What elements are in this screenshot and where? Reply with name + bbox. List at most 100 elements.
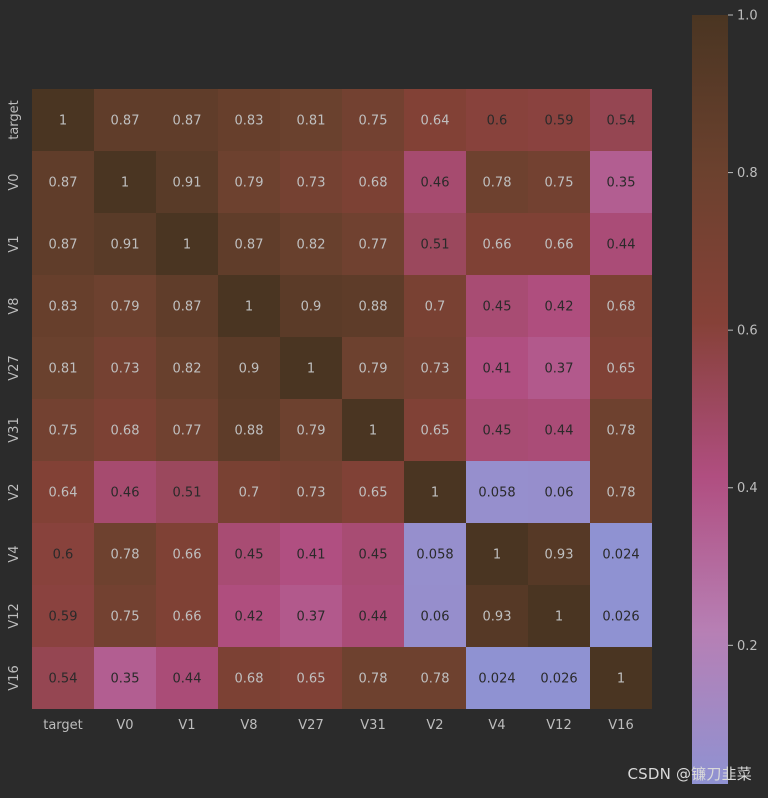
cell-value-label: 0.68 bbox=[235, 672, 264, 687]
cell-value-label: 0.44 bbox=[607, 238, 636, 253]
cell-value-label: 0.78 bbox=[483, 176, 512, 191]
cell-value-label: 1 bbox=[493, 548, 501, 563]
cell-value-label: 0.68 bbox=[359, 176, 388, 191]
cell-value-label: 0.79 bbox=[235, 176, 264, 191]
cell-value-label: 0.82 bbox=[173, 362, 202, 377]
cell-value-label: 0.66 bbox=[483, 238, 512, 253]
cell-value-label: 0.88 bbox=[359, 300, 388, 315]
cell-value-label: 0.026 bbox=[540, 672, 577, 687]
y-tick-label: V4 bbox=[7, 545, 22, 562]
x-tick-label: V2 bbox=[426, 718, 443, 733]
cell-value-label: 0.75 bbox=[49, 424, 78, 439]
cell-value-label: 0.44 bbox=[545, 424, 574, 439]
cell-value-label: 0.68 bbox=[607, 300, 636, 315]
colorbar-tick-label: 0.4 bbox=[737, 481, 758, 496]
y-tick-label: V31 bbox=[7, 417, 22, 442]
y-tick-label: V8 bbox=[7, 297, 22, 314]
cell-value-label: 0.06 bbox=[421, 610, 450, 625]
cell-value-label: 0.41 bbox=[483, 362, 512, 377]
cell-value-label: 0.41 bbox=[297, 548, 326, 563]
cell-value-label: 1 bbox=[245, 300, 253, 315]
cell-value-label: 0.51 bbox=[421, 238, 450, 253]
cell-value-label: 0.78 bbox=[421, 672, 450, 687]
cell-value-label: 0.91 bbox=[111, 238, 140, 253]
cell-value-label: 0.42 bbox=[235, 610, 264, 625]
cell-value-label: 0.77 bbox=[359, 238, 388, 253]
cell-value-label: 0.87 bbox=[173, 300, 202, 315]
cell-value-label: 0.44 bbox=[173, 672, 202, 687]
cell-value-label: 0.46 bbox=[421, 176, 450, 191]
cell-value-label: 0.68 bbox=[111, 424, 140, 439]
cell-value-label: 0.77 bbox=[173, 424, 202, 439]
cell-value-label: 0.9 bbox=[301, 300, 322, 315]
cell-value-label: 0.73 bbox=[421, 362, 450, 377]
cell-value-label: 0.59 bbox=[49, 610, 78, 625]
colorbar-tick-label: 1.0 bbox=[737, 9, 758, 24]
cell-value-label: 0.87 bbox=[49, 176, 78, 191]
cell-value-label: 0.66 bbox=[173, 610, 202, 625]
cell-value-label: 0.83 bbox=[235, 114, 264, 129]
cell-value-label: 0.78 bbox=[607, 424, 636, 439]
cell-value-label: 0.81 bbox=[297, 114, 326, 129]
cell-value-label: 1 bbox=[307, 362, 315, 377]
cell-value-label: 0.058 bbox=[478, 486, 515, 501]
cell-value-label: 0.058 bbox=[416, 548, 453, 563]
cell-value-label: 0.45 bbox=[359, 548, 388, 563]
y-tick-label: V16 bbox=[7, 665, 22, 690]
cell-value-label: 0.45 bbox=[483, 300, 512, 315]
cell-value-label: 1 bbox=[555, 610, 563, 625]
cell-value-label: 0.87 bbox=[173, 114, 202, 129]
colorbar-tick-label: 0.6 bbox=[737, 324, 758, 339]
watermark: CSDN @镰刀韭菜 bbox=[627, 763, 752, 784]
cell-value-label: 0.46 bbox=[111, 486, 140, 501]
colorbar-tick-label: 0.8 bbox=[737, 166, 758, 181]
cell-value-label: 0.024 bbox=[478, 672, 515, 687]
cell-value-label: 0.87 bbox=[111, 114, 140, 129]
cell-value-label: 0.75 bbox=[545, 176, 574, 191]
cell-value-label: 0.6 bbox=[487, 114, 508, 129]
y-tick-label: target bbox=[7, 100, 22, 140]
y-tick-label: V12 bbox=[7, 603, 22, 628]
cell-value-label: 0.65 bbox=[607, 362, 636, 377]
cell-value-label: 0.54 bbox=[607, 114, 636, 129]
cell-value-label: 0.65 bbox=[359, 486, 388, 501]
cell-value-label: 1 bbox=[59, 114, 67, 129]
x-tick-label: V27 bbox=[298, 718, 323, 733]
x-tick-label: target bbox=[43, 718, 83, 733]
cell-value-label: 1 bbox=[431, 486, 439, 501]
cell-value-label: 0.75 bbox=[111, 610, 140, 625]
y-tick-label: V2 bbox=[7, 483, 22, 500]
cell-value-label: 0.6 bbox=[53, 548, 74, 563]
y-tick-label: V1 bbox=[7, 235, 22, 252]
cell-value-label: 1 bbox=[369, 424, 377, 439]
cell-value-label: 0.65 bbox=[421, 424, 450, 439]
cell-value-label: 0.73 bbox=[297, 486, 326, 501]
x-tick-label: V16 bbox=[608, 718, 633, 733]
cell-value-label: 0.78 bbox=[607, 486, 636, 501]
cell-value-label: 0.35 bbox=[111, 672, 140, 687]
cell-value-label: 0.54 bbox=[49, 672, 78, 687]
cell-value-label: 0.06 bbox=[545, 486, 574, 501]
x-tick-label: V0 bbox=[116, 718, 133, 733]
cell-value-label: 0.45 bbox=[483, 424, 512, 439]
cell-value-label: 0.73 bbox=[111, 362, 140, 377]
cell-value-label: 0.35 bbox=[607, 176, 636, 191]
cell-value-label: 0.64 bbox=[49, 486, 78, 501]
cell-value-label: 0.7 bbox=[425, 300, 446, 315]
cell-value-label: 0.37 bbox=[545, 362, 574, 377]
cell-value-label: 0.81 bbox=[49, 362, 78, 377]
cell-value-label: 0.66 bbox=[545, 238, 574, 253]
x-tick-label: V12 bbox=[546, 718, 571, 733]
cell-value-label: 0.87 bbox=[235, 238, 264, 253]
cell-value-label: 0.79 bbox=[111, 300, 140, 315]
cell-value-label: 0.87 bbox=[49, 238, 78, 253]
y-tick-label: V0 bbox=[7, 173, 22, 190]
colorbar-tick-label: 0.2 bbox=[737, 639, 758, 654]
cell-value-label: 0.65 bbox=[297, 672, 326, 687]
cell-value-label: 0.44 bbox=[359, 610, 388, 625]
cell-value-label: 0.93 bbox=[545, 548, 574, 563]
cell-value-label: 0.51 bbox=[173, 486, 202, 501]
cell-value-label: 0.82 bbox=[297, 238, 326, 253]
